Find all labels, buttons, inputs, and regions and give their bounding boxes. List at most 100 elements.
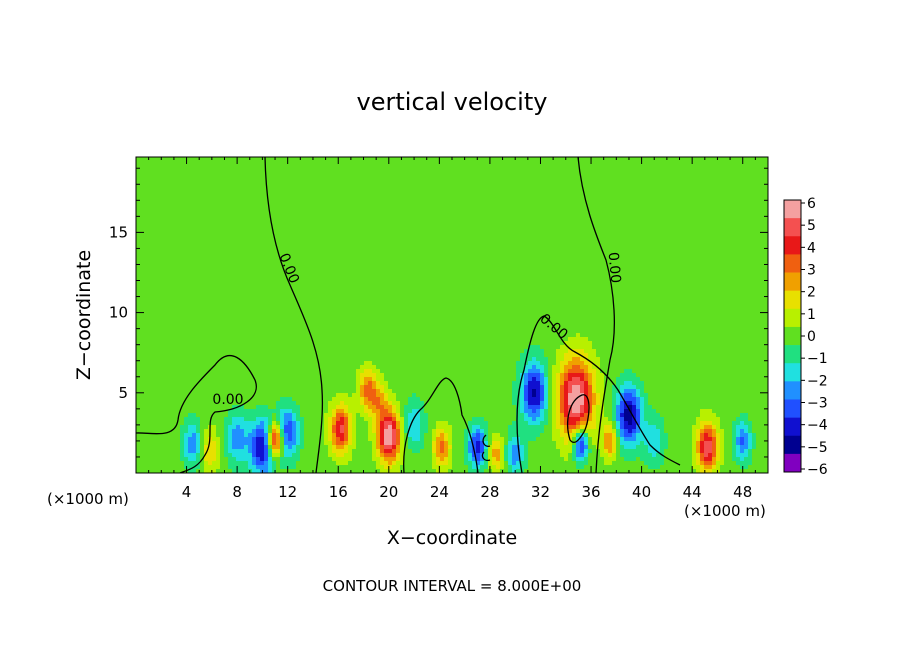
field-cell <box>748 189 753 194</box>
field-cell <box>556 201 561 206</box>
field-cell <box>576 169 581 174</box>
field-cell <box>244 273 249 278</box>
field-cell <box>520 229 525 234</box>
field-cell <box>644 181 649 186</box>
field-cell <box>388 273 393 278</box>
field-cell <box>196 201 201 206</box>
field-cell <box>140 225 145 230</box>
field-cell <box>640 253 645 258</box>
field-cell <box>596 257 601 262</box>
field-cell <box>728 209 733 214</box>
field-cell <box>412 269 417 274</box>
field-cell <box>372 229 377 234</box>
field-cell <box>692 157 697 162</box>
field-cell <box>596 277 601 282</box>
field-cell <box>380 229 385 234</box>
field-cell <box>360 173 365 178</box>
field-cell <box>252 181 257 186</box>
field-cell <box>288 213 293 218</box>
field-cell <box>276 233 281 238</box>
field-cell <box>328 177 333 182</box>
field-cell <box>732 205 737 210</box>
field-cell <box>728 265 733 270</box>
field-cell <box>352 273 357 278</box>
field-cell <box>356 217 361 222</box>
field-cell <box>628 229 633 234</box>
field-cell <box>580 157 585 162</box>
field-cell <box>152 189 157 194</box>
field-cell <box>156 157 161 162</box>
field-cell <box>532 189 537 194</box>
field-cell <box>732 193 737 198</box>
field-cell <box>728 185 733 190</box>
field-cell <box>276 169 281 174</box>
field-cell <box>752 273 757 278</box>
field-cell <box>428 201 433 206</box>
field-cell <box>260 197 265 202</box>
field-cell <box>248 165 253 170</box>
field-cell <box>280 249 285 254</box>
field-cell <box>724 241 729 246</box>
field-cell <box>348 269 353 274</box>
field-cell <box>372 265 377 270</box>
field-cell <box>336 237 341 242</box>
field-cell <box>240 197 245 202</box>
field-cell <box>340 161 345 166</box>
field-cell <box>740 261 745 266</box>
field-cell <box>628 189 633 194</box>
field-cell <box>272 225 277 230</box>
field-cell <box>172 193 177 198</box>
field-cell <box>488 189 493 194</box>
field-cell <box>688 237 693 242</box>
field-cell <box>288 169 293 174</box>
field-cell <box>500 213 505 218</box>
field-cell <box>424 201 429 206</box>
field-cell <box>328 165 333 170</box>
field-cell <box>172 273 177 278</box>
field-cell <box>392 169 397 174</box>
field-cell <box>632 173 637 178</box>
field-cell <box>192 269 197 274</box>
field-cell <box>144 245 149 250</box>
field-cell <box>248 197 253 202</box>
field-cell <box>412 257 417 262</box>
field-cell <box>424 177 429 182</box>
field-cell <box>360 277 365 282</box>
field-cell <box>328 161 333 166</box>
field-cell <box>172 201 177 206</box>
field-cell <box>292 169 297 174</box>
field-cell <box>604 213 609 218</box>
field-cell <box>308 205 313 210</box>
field-cell <box>720 197 725 202</box>
field-cell <box>664 197 669 202</box>
field-cell <box>284 169 289 174</box>
field-cell <box>212 277 217 282</box>
field-cell <box>192 161 197 166</box>
field-cell <box>620 245 625 250</box>
field-cell <box>180 201 185 206</box>
field-cell <box>452 157 457 162</box>
field-cell <box>512 157 517 162</box>
field-cell <box>536 237 541 242</box>
field-cell <box>712 185 717 190</box>
field-cell <box>396 165 401 170</box>
field-cell <box>236 257 241 262</box>
field-cell <box>288 273 293 278</box>
field-cell <box>168 281 173 286</box>
field-cell <box>404 241 409 246</box>
field-cell <box>520 181 525 186</box>
field-cell <box>472 173 477 178</box>
field-cell <box>320 201 325 206</box>
field-cell <box>388 245 393 250</box>
field-cell <box>288 221 293 226</box>
field-cell <box>316 165 321 170</box>
field-cell <box>140 269 145 274</box>
field-cell <box>352 209 357 214</box>
field-cell <box>660 253 665 258</box>
field-cell <box>736 253 741 258</box>
field-cell <box>676 261 681 266</box>
field-cell <box>224 225 229 230</box>
field-cell <box>180 189 185 194</box>
field-cell <box>672 241 677 246</box>
field-cell <box>196 221 201 226</box>
